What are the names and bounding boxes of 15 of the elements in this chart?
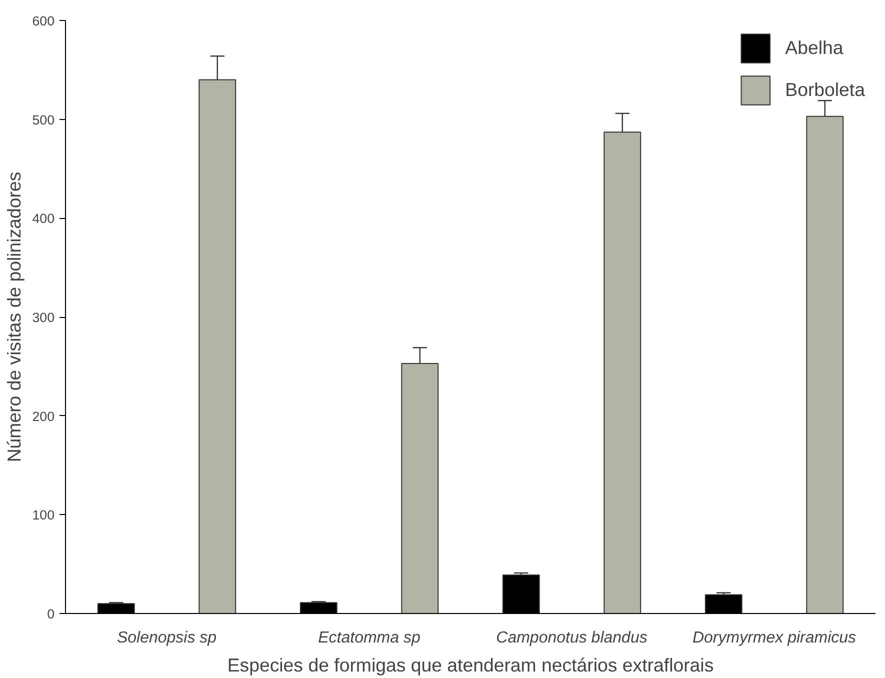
y-tick-label: 300	[32, 310, 55, 325]
x-tick-label: Ectatomma sp	[318, 630, 420, 646]
x-tick-label: Solenopsis sp	[116, 630, 217, 646]
x-tick-label: Dorymyrmex piramicus	[692, 630, 856, 646]
y-tick-label: 600	[32, 14, 55, 28]
y-tick-label: 200	[32, 408, 55, 424]
x-axis-title: Especies de formigas que atenderam nectários extraflorais	[227, 654, 714, 676]
y-tick-label: 100	[32, 508, 55, 523]
x-tick-label: Camponotus blandus	[496, 630, 648, 646]
legend-label: Abelha	[785, 37, 844, 59]
legend-label: Borboleta	[785, 79, 865, 101]
y-tick-label: 500	[32, 112, 55, 128]
y-tick-label: 0	[47, 606, 55, 622]
y-axis-title: Número de visitas de polinizadores	[3, 172, 24, 462]
y-tick-label: 400	[32, 211, 55, 226]
